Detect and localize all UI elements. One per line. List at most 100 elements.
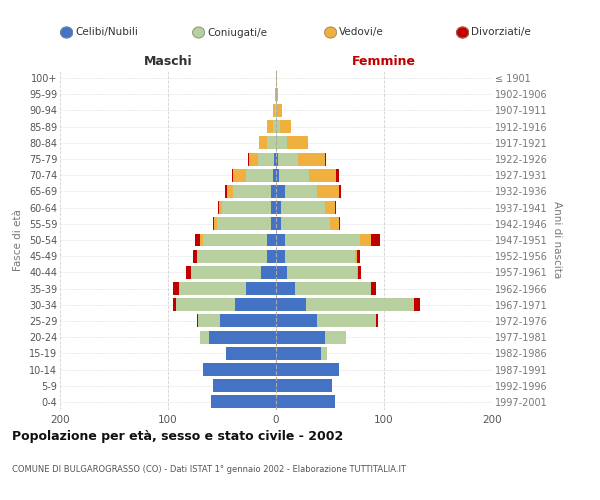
Bar — [271, 201, 276, 214]
Bar — [414, 298, 419, 311]
Bar — [276, 363, 338, 376]
Bar — [268, 250, 276, 262]
Bar — [276, 201, 281, 214]
Bar — [246, 282, 276, 295]
Bar — [261, 266, 276, 279]
Circle shape — [457, 27, 469, 38]
Bar — [355, 250, 357, 262]
Bar — [276, 88, 278, 101]
Bar — [276, 298, 306, 311]
Bar — [337, 169, 338, 181]
Bar — [219, 201, 222, 214]
Bar — [338, 185, 341, 198]
Bar — [358, 266, 361, 279]
Bar — [287, 136, 308, 149]
Bar — [276, 104, 277, 117]
Text: Divorziati/e: Divorziati/e — [471, 28, 531, 38]
Y-axis label: Fasce di età: Fasce di età — [13, 209, 23, 271]
Bar — [179, 282, 246, 295]
Bar — [222, 201, 271, 214]
Bar — [268, 234, 276, 246]
Bar — [200, 330, 209, 344]
Bar — [268, 136, 276, 149]
Bar — [227, 185, 233, 198]
Bar — [322, 347, 327, 360]
Bar — [275, 104, 276, 117]
Bar — [193, 250, 197, 262]
Bar — [273, 169, 276, 181]
Bar — [276, 266, 287, 279]
Text: Coniugati/e: Coniugati/e — [207, 28, 267, 38]
Bar — [330, 218, 338, 230]
Text: Femmine: Femmine — [352, 54, 416, 68]
Bar — [280, 120, 291, 133]
Bar — [173, 282, 179, 295]
Bar — [191, 266, 261, 279]
Bar — [276, 72, 277, 85]
Bar — [338, 218, 340, 230]
Bar — [306, 298, 414, 311]
Bar — [281, 201, 325, 214]
Bar — [248, 152, 249, 166]
Bar — [197, 250, 268, 262]
Bar — [325, 330, 346, 344]
Bar — [360, 234, 371, 246]
Bar — [276, 234, 284, 246]
Bar — [198, 314, 220, 328]
Bar — [317, 314, 376, 328]
Bar — [284, 234, 360, 246]
Y-axis label: Anni di nascita: Anni di nascita — [551, 202, 562, 278]
Text: COMUNE DI BULGAROGRASSO (CO) - Dati ISTAT 1° gennaio 2002 - Elaborazione TUTTITA: COMUNE DI BULGAROGRASSO (CO) - Dati ISTA… — [12, 465, 406, 474]
Bar — [276, 379, 332, 392]
Bar — [274, 152, 276, 166]
Bar — [220, 314, 276, 328]
Bar — [218, 201, 219, 214]
Bar — [173, 298, 176, 311]
Bar — [284, 185, 317, 198]
Bar — [187, 266, 191, 279]
Bar — [278, 152, 298, 166]
Bar — [284, 250, 355, 262]
Bar — [203, 234, 268, 246]
Bar — [235, 298, 276, 311]
Bar — [209, 330, 276, 344]
Bar — [295, 282, 371, 295]
Bar — [276, 136, 287, 149]
Bar — [249, 152, 257, 166]
Bar — [197, 314, 198, 328]
Bar — [279, 169, 310, 181]
Bar — [325, 152, 326, 166]
Bar — [273, 104, 275, 117]
Bar — [357, 266, 358, 279]
Bar — [335, 201, 337, 214]
Bar — [268, 120, 273, 133]
Text: Popolazione per età, sesso e stato civile - 2002: Popolazione per età, sesso e stato civil… — [12, 430, 343, 443]
Bar — [275, 88, 276, 101]
Bar — [233, 169, 246, 181]
Bar — [287, 266, 357, 279]
Bar — [232, 169, 233, 181]
Bar — [276, 120, 280, 133]
Bar — [225, 185, 227, 198]
Bar — [277, 104, 283, 117]
Circle shape — [193, 27, 205, 38]
Bar — [357, 250, 360, 262]
Text: Maschi: Maschi — [143, 54, 193, 68]
Bar — [276, 169, 279, 181]
Bar — [371, 282, 376, 295]
Bar — [276, 314, 317, 328]
Bar — [276, 152, 278, 166]
Bar — [317, 185, 338, 198]
Bar — [281, 218, 330, 230]
Bar — [325, 201, 335, 214]
Bar — [257, 152, 274, 166]
Bar — [176, 298, 235, 311]
Bar — [195, 234, 200, 246]
Bar — [276, 282, 295, 295]
Bar — [276, 330, 325, 344]
Bar — [246, 169, 273, 181]
Bar — [376, 314, 377, 328]
Bar — [276, 250, 284, 262]
Text: Vedovi/e: Vedovi/e — [339, 28, 384, 38]
Bar — [259, 136, 268, 149]
